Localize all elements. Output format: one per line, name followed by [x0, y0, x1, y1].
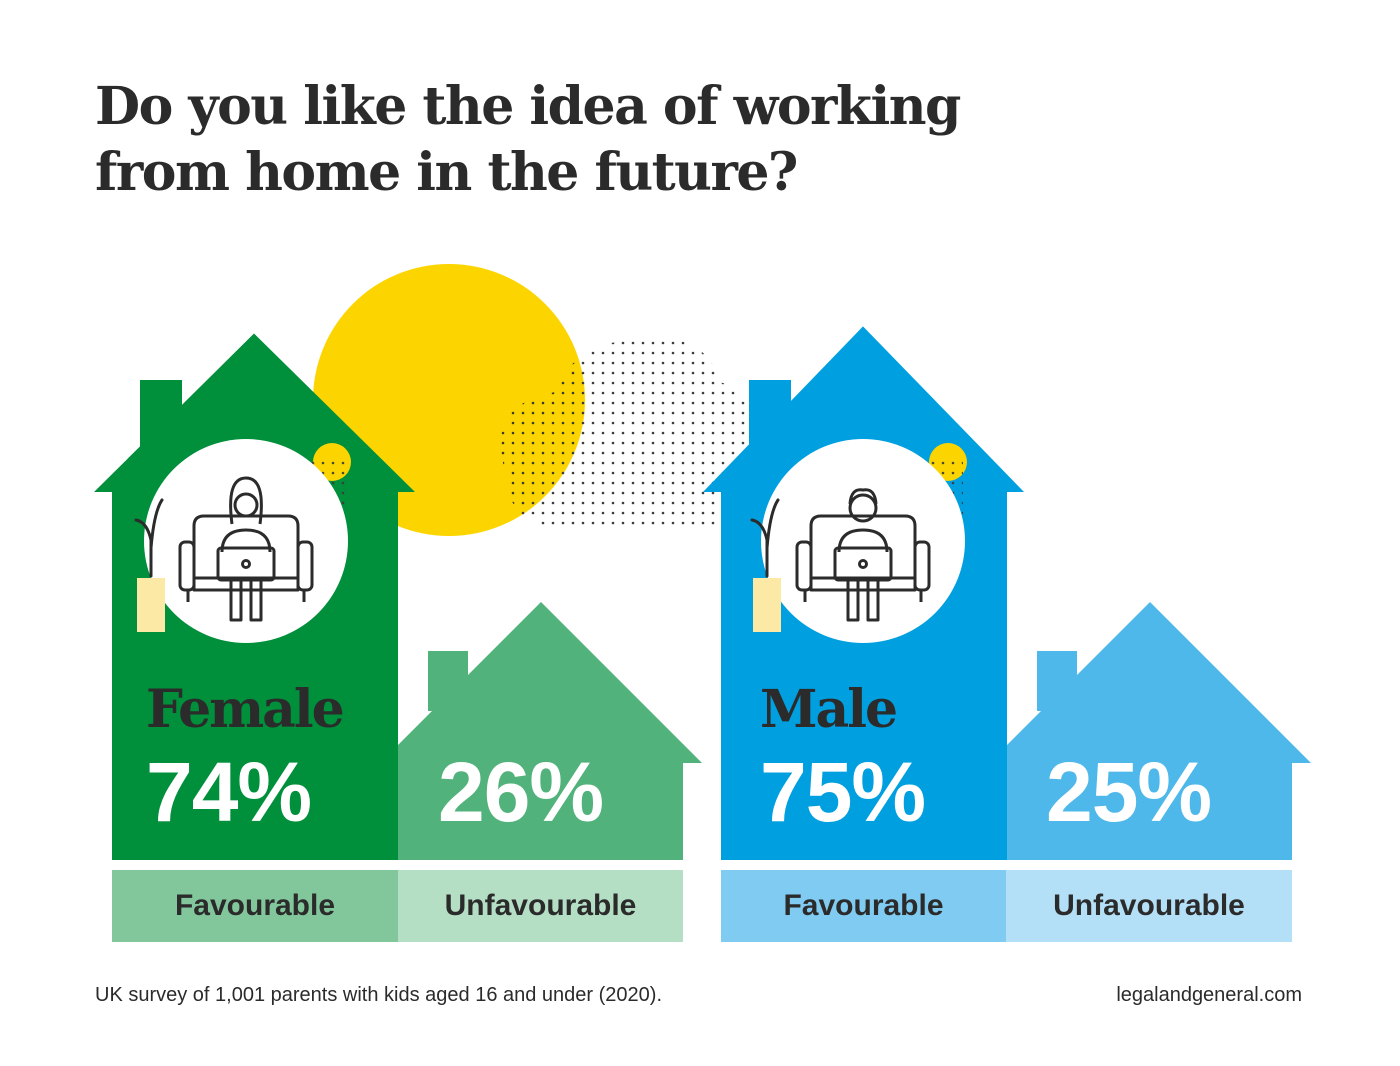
- chart-title: Do you like the idea of working from hom…: [95, 74, 961, 206]
- unfavourable-house-shape: [398, 602, 702, 860]
- icon-circle: [761, 439, 965, 643]
- house-bar-female-unfavourable: [398, 602, 702, 860]
- plant-icon: [750, 498, 781, 632]
- female-favourable-value: 74%: [146, 745, 312, 839]
- favourable-house-chimney: [140, 380, 182, 460]
- female-unfavourable-value: 26%: [438, 745, 604, 839]
- source-credit: legalandgeneral.com: [1116, 984, 1302, 1006]
- male-unfavourable-value: 25%: [1046, 745, 1212, 839]
- female-favourable-label: Favourable: [112, 870, 398, 942]
- male-favourable-label: Favourable: [721, 870, 1006, 942]
- male-decorations: [750, 439, 967, 643]
- female-unfavourable-label: Unfavourable: [398, 870, 683, 942]
- female-decorations: [134, 439, 351, 643]
- male-unfavourable-label: Unfavourable: [1006, 870, 1292, 942]
- male-favourable-value: 75%: [760, 745, 926, 839]
- dotted-cloud: [500, 338, 754, 528]
- unfavourable-house-chimney: [428, 651, 468, 711]
- unfavourable-house-shape: [1007, 602, 1311, 860]
- woman-working-on-laptop-icon: [178, 476, 314, 622]
- title-line-1: Do you like the idea of working: [95, 76, 961, 137]
- plant-icon: [134, 498, 165, 632]
- house-bar-male-unfavourable: [1007, 602, 1311, 860]
- cloud-shape: [500, 338, 754, 528]
- man-working-on-laptop-icon: [795, 488, 931, 622]
- survey-footnote: UK survey of 1,001 parents with kids age…: [95, 984, 663, 1006]
- male-group-label: Male: [760, 679, 898, 740]
- favourable-house-chimney: [749, 380, 791, 460]
- title-line-2: from home in the future?: [95, 142, 798, 203]
- unfavourable-house-chimney: [1037, 651, 1077, 711]
- icon-circle: [144, 439, 348, 643]
- female-group-label: Female: [146, 679, 345, 740]
